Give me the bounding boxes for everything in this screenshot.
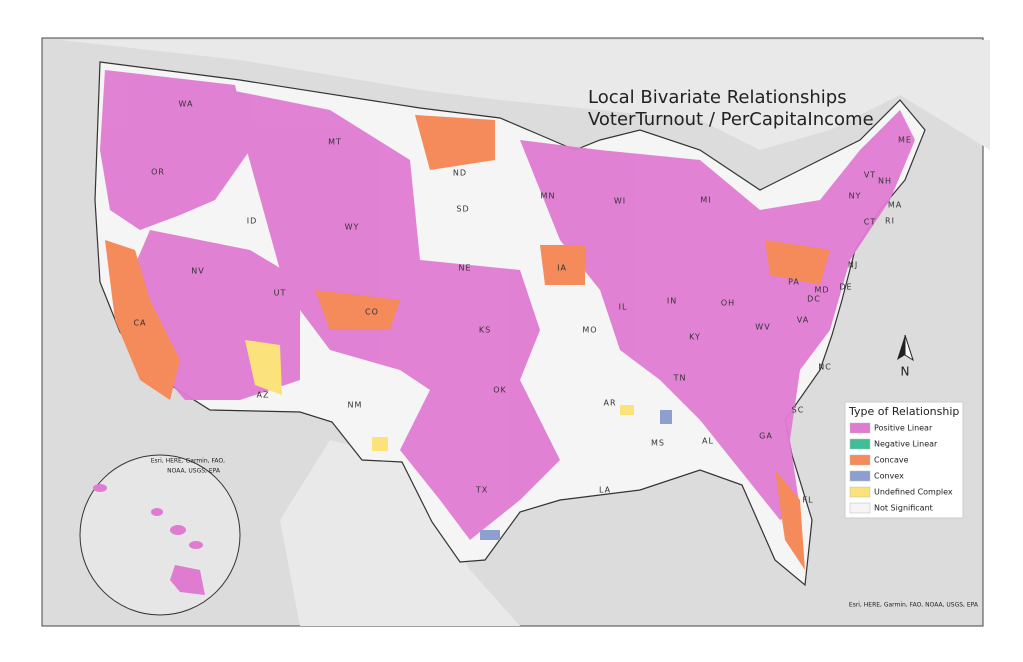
state-label: OK	[493, 386, 507, 395]
state-label: FL	[802, 496, 813, 505]
island	[151, 508, 163, 516]
state-label: NJ	[848, 261, 858, 270]
island	[189, 541, 203, 549]
map-title: Local Bivariate Relationships	[588, 87, 847, 108]
state-label: KY	[689, 333, 701, 342]
state-label: ME	[898, 136, 912, 145]
inset-attribution: Esri, HERE, Garmin, FAO,	[151, 458, 225, 465]
north-arrow	[897, 334, 914, 362]
legend-title: Type of Relationship	[848, 405, 959, 418]
legend-swatch	[849, 486, 871, 498]
state-label: ID	[247, 217, 258, 226]
state-label: WA	[179, 100, 194, 109]
attribution: Esri, HERE, Garmin, FAO, NOAA, USGS, EPA	[849, 602, 979, 609]
state-label: NV	[191, 267, 204, 276]
legend-swatch	[849, 422, 871, 434]
hawaii-islands	[93, 484, 205, 595]
mexico	[280, 440, 520, 626]
state-label: TX	[475, 486, 488, 495]
region	[765, 240, 830, 285]
hawaii-inset	[79, 454, 241, 616]
region	[520, 110, 915, 520]
state-label: VT	[864, 171, 876, 180]
state-label: SC	[792, 406, 805, 415]
state-label: NC	[818, 363, 832, 372]
state-label: RI	[885, 217, 895, 226]
concave-regions	[105, 115, 830, 570]
state-label: MT	[328, 138, 342, 147]
region	[245, 340, 282, 395]
state-label: NH	[878, 177, 892, 186]
state-label: PA	[788, 278, 800, 287]
state-label: DC	[807, 295, 821, 304]
state-label: MS	[651, 439, 665, 448]
region	[105, 240, 180, 400]
island	[170, 525, 186, 535]
state-label: KS	[479, 326, 491, 335]
state-label: GA	[759, 432, 773, 441]
state-label: AZ	[257, 391, 270, 400]
state-label: OR	[151, 168, 165, 177]
legend-swatch	[849, 502, 871, 514]
state-label: MA	[888, 201, 902, 210]
convex-regions	[480, 410, 672, 540]
legend-box	[844, 401, 964, 519]
region	[660, 410, 672, 424]
state-label: NE	[458, 264, 471, 273]
region	[415, 115, 495, 170]
state-label: MN	[541, 192, 556, 201]
state-label: NM	[348, 401, 363, 410]
legend-label: Convex	[874, 472, 904, 481]
state-label: SD	[456, 205, 469, 214]
map-title: VoterTurnout / PerCapitaIncome	[588, 109, 874, 130]
island	[93, 484, 107, 492]
state-label: VA	[797, 316, 809, 325]
legend-swatch	[849, 454, 871, 466]
state-label: WI	[614, 197, 626, 206]
legend-swatch	[849, 470, 871, 482]
state-label: WY	[345, 223, 360, 232]
legend-label: Concave	[874, 456, 909, 465]
state-label: MI	[700, 196, 711, 205]
legend-label: Not Significant	[874, 504, 933, 513]
state-label: CA	[133, 319, 146, 328]
complex-regions	[245, 340, 634, 451]
state-label: ND	[453, 169, 467, 178]
state-label: MD	[814, 286, 829, 295]
state-label: IL	[619, 303, 628, 312]
state-label: IA	[557, 264, 567, 273]
state-label: OH	[721, 299, 735, 308]
state-label: CT	[864, 218, 876, 227]
north-arrow-half	[904, 334, 914, 362]
region	[540, 245, 585, 285]
legend-label: Undefined Complex	[874, 488, 953, 497]
inset-attribution: NOAA, USGS, EPA	[167, 468, 221, 475]
region	[372, 437, 388, 451]
region	[620, 405, 634, 415]
north-label: N	[901, 365, 910, 379]
canada	[60, 40, 990, 150]
state-label: UT	[274, 289, 287, 298]
region	[315, 290, 400, 330]
state-label: MO	[582, 326, 597, 335]
region	[775, 470, 805, 570]
state-label: WV	[755, 323, 770, 332]
state-label: CO	[365, 308, 379, 317]
legend-label: Negative Linear	[874, 440, 938, 449]
state-label: LA	[599, 486, 611, 495]
legend-label: Positive Linear	[874, 424, 933, 433]
island	[170, 565, 205, 595]
state-label: NY	[849, 192, 862, 201]
north-arrow-half	[897, 335, 905, 360]
state-label: AR	[603, 399, 616, 408]
region	[100, 70, 250, 230]
state-label: DE	[839, 283, 852, 292]
legend: Type of Relationship Positive Linear Nega…	[844, 401, 964, 519]
state-label: TN	[673, 374, 687, 383]
legend-swatch	[849, 438, 871, 450]
state-label: IN	[667, 297, 677, 306]
region	[480, 530, 500, 540]
state-label: AL	[702, 437, 714, 446]
